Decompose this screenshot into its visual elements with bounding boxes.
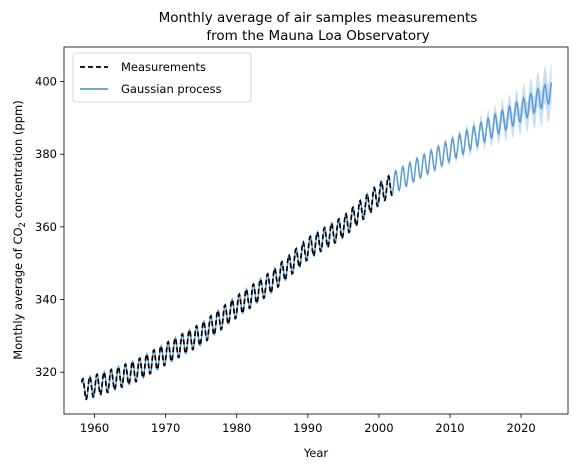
y-tick-label: 340 bbox=[35, 293, 57, 307]
y-axis-ticks: 320 340 360 380 400 bbox=[35, 75, 64, 379]
gaussian-process-band bbox=[81, 62, 552, 400]
x-tick-label: 1980 bbox=[222, 421, 251, 435]
chart-title-line-1: Monthly average of air samples measureme… bbox=[159, 10, 478, 26]
chart-title-line-2: from the Mauna Loa Observatory bbox=[206, 28, 429, 44]
legend-box bbox=[72, 52, 252, 103]
y-tick-label: 360 bbox=[35, 220, 57, 234]
y-axis-label-prefix: Monthly average of CO bbox=[11, 227, 25, 359]
x-tick-label: 1970 bbox=[151, 421, 180, 435]
legend: Measurements Gaussian process bbox=[72, 52, 252, 103]
x-tick-label: 2020 bbox=[506, 421, 535, 435]
measurements-line bbox=[80, 174, 393, 401]
x-tick-label: 1960 bbox=[80, 421, 109, 435]
x-axis-label: Year bbox=[303, 446, 329, 460]
legend-gaussian-process-label: Gaussian process bbox=[121, 82, 222, 96]
x-tick-label: 2000 bbox=[364, 421, 393, 435]
x-tick-label: 2010 bbox=[435, 421, 464, 435]
plot-area bbox=[80, 62, 553, 401]
y-tick-label: 400 bbox=[35, 75, 57, 89]
gaussian-process-line bbox=[81, 82, 553, 401]
plot-frame bbox=[63, 46, 569, 415]
legend-measurements-label: Measurements bbox=[121, 60, 206, 74]
x-tick-label: 1990 bbox=[293, 421, 322, 435]
x-axis-ticks: 1960 1970 1980 1990 2000 2010 2020 bbox=[80, 414, 536, 435]
y-axis-label-suffix: concentration (ppm) bbox=[11, 100, 25, 222]
y-axis-label-subscript: 2 bbox=[18, 222, 28, 227]
y-tick-label: 380 bbox=[35, 147, 57, 161]
y-axis-label: Monthly average of CO2 concentration (pp… bbox=[11, 100, 28, 359]
y-tick-label: 320 bbox=[35, 365, 57, 379]
